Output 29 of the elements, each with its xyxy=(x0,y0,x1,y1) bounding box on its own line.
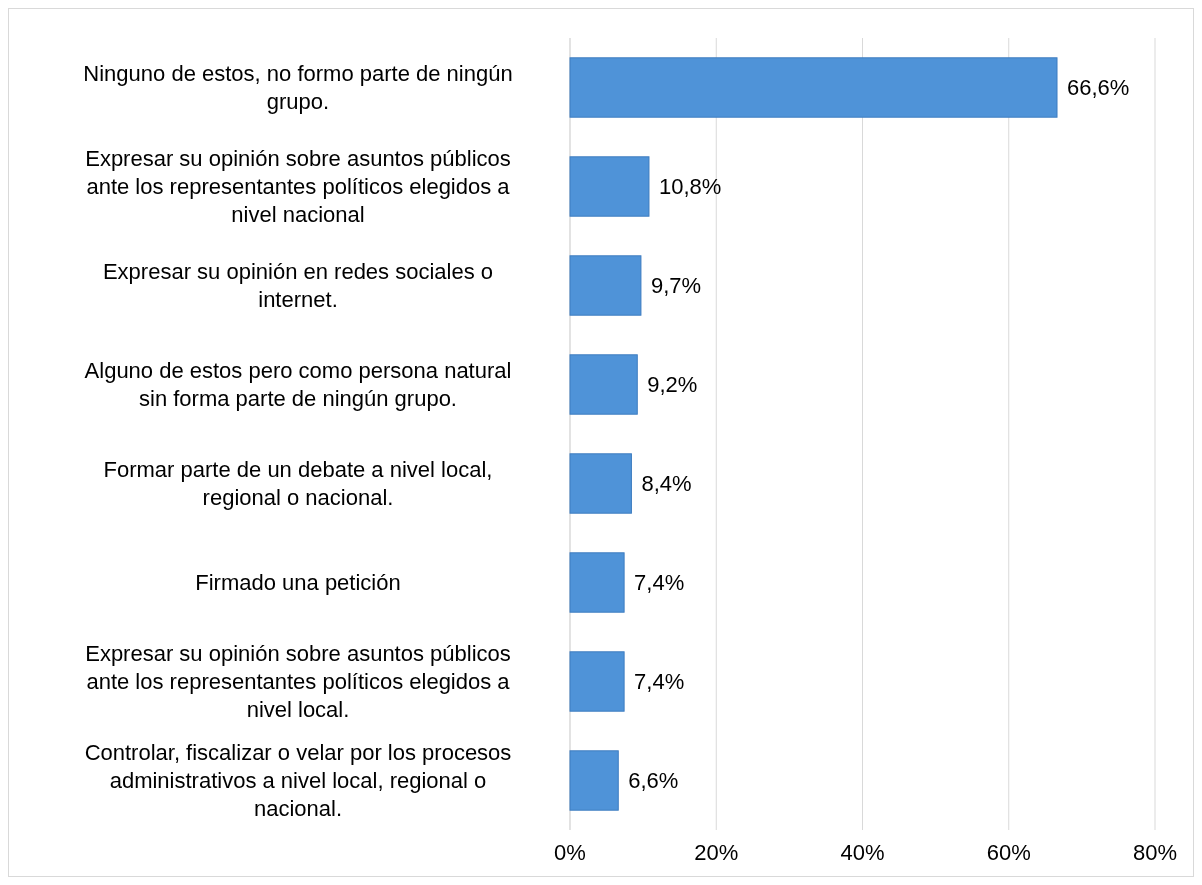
y-tick-label: Firmado una petición xyxy=(195,570,401,596)
data-label: 6,6% xyxy=(628,768,679,794)
bar xyxy=(569,57,1058,118)
y-tick-label: Formar parte de un debate a nivel local, regional o nacional. xyxy=(103,457,493,511)
data-label: 10,8% xyxy=(658,174,722,200)
bar xyxy=(569,651,625,712)
x-tick-label: 20% xyxy=(694,840,739,865)
y-tick-label: Expresar su opinión sobre asuntos públicos ante los representantes políticos elegidos a nivel nacional xyxy=(85,146,511,228)
y-tick-label: Alguno de estos pero como persona natural sin forma parte de ningún grupo. xyxy=(84,358,512,412)
bar xyxy=(569,552,625,613)
y-tick-label: Expresar su opinión sobre asuntos públicos ante los representantes políticos elegidos a nivel local. xyxy=(85,641,511,723)
bar xyxy=(569,453,632,514)
data-label: 9,2% xyxy=(647,372,698,398)
x-tick-label: 0% xyxy=(554,840,586,865)
data-label: 9,7% xyxy=(650,273,702,299)
bar xyxy=(569,750,619,811)
bar xyxy=(569,354,638,415)
x-tick-label: 80% xyxy=(1132,840,1178,865)
y-tick-label: Controlar, fiscalizar o velar por los procesos administrativos a nivel local, regional o nacional. xyxy=(84,740,512,822)
y-tick-label: Expresar su opinión en redes sociales o internet. xyxy=(102,259,494,313)
bar xyxy=(569,255,642,316)
y-tick-label: Ninguno de estos, no formo parte de ningún grupo. xyxy=(83,61,513,115)
data-label: 8,4% xyxy=(641,471,692,497)
data-label: 66,6% xyxy=(1067,75,1130,101)
data-label: 7,4% xyxy=(634,669,685,695)
data-label: 7,4% xyxy=(634,570,685,596)
bar xyxy=(569,156,650,217)
x-tick-label: 60% xyxy=(986,840,1031,865)
x-tick-label: 40% xyxy=(840,840,885,865)
